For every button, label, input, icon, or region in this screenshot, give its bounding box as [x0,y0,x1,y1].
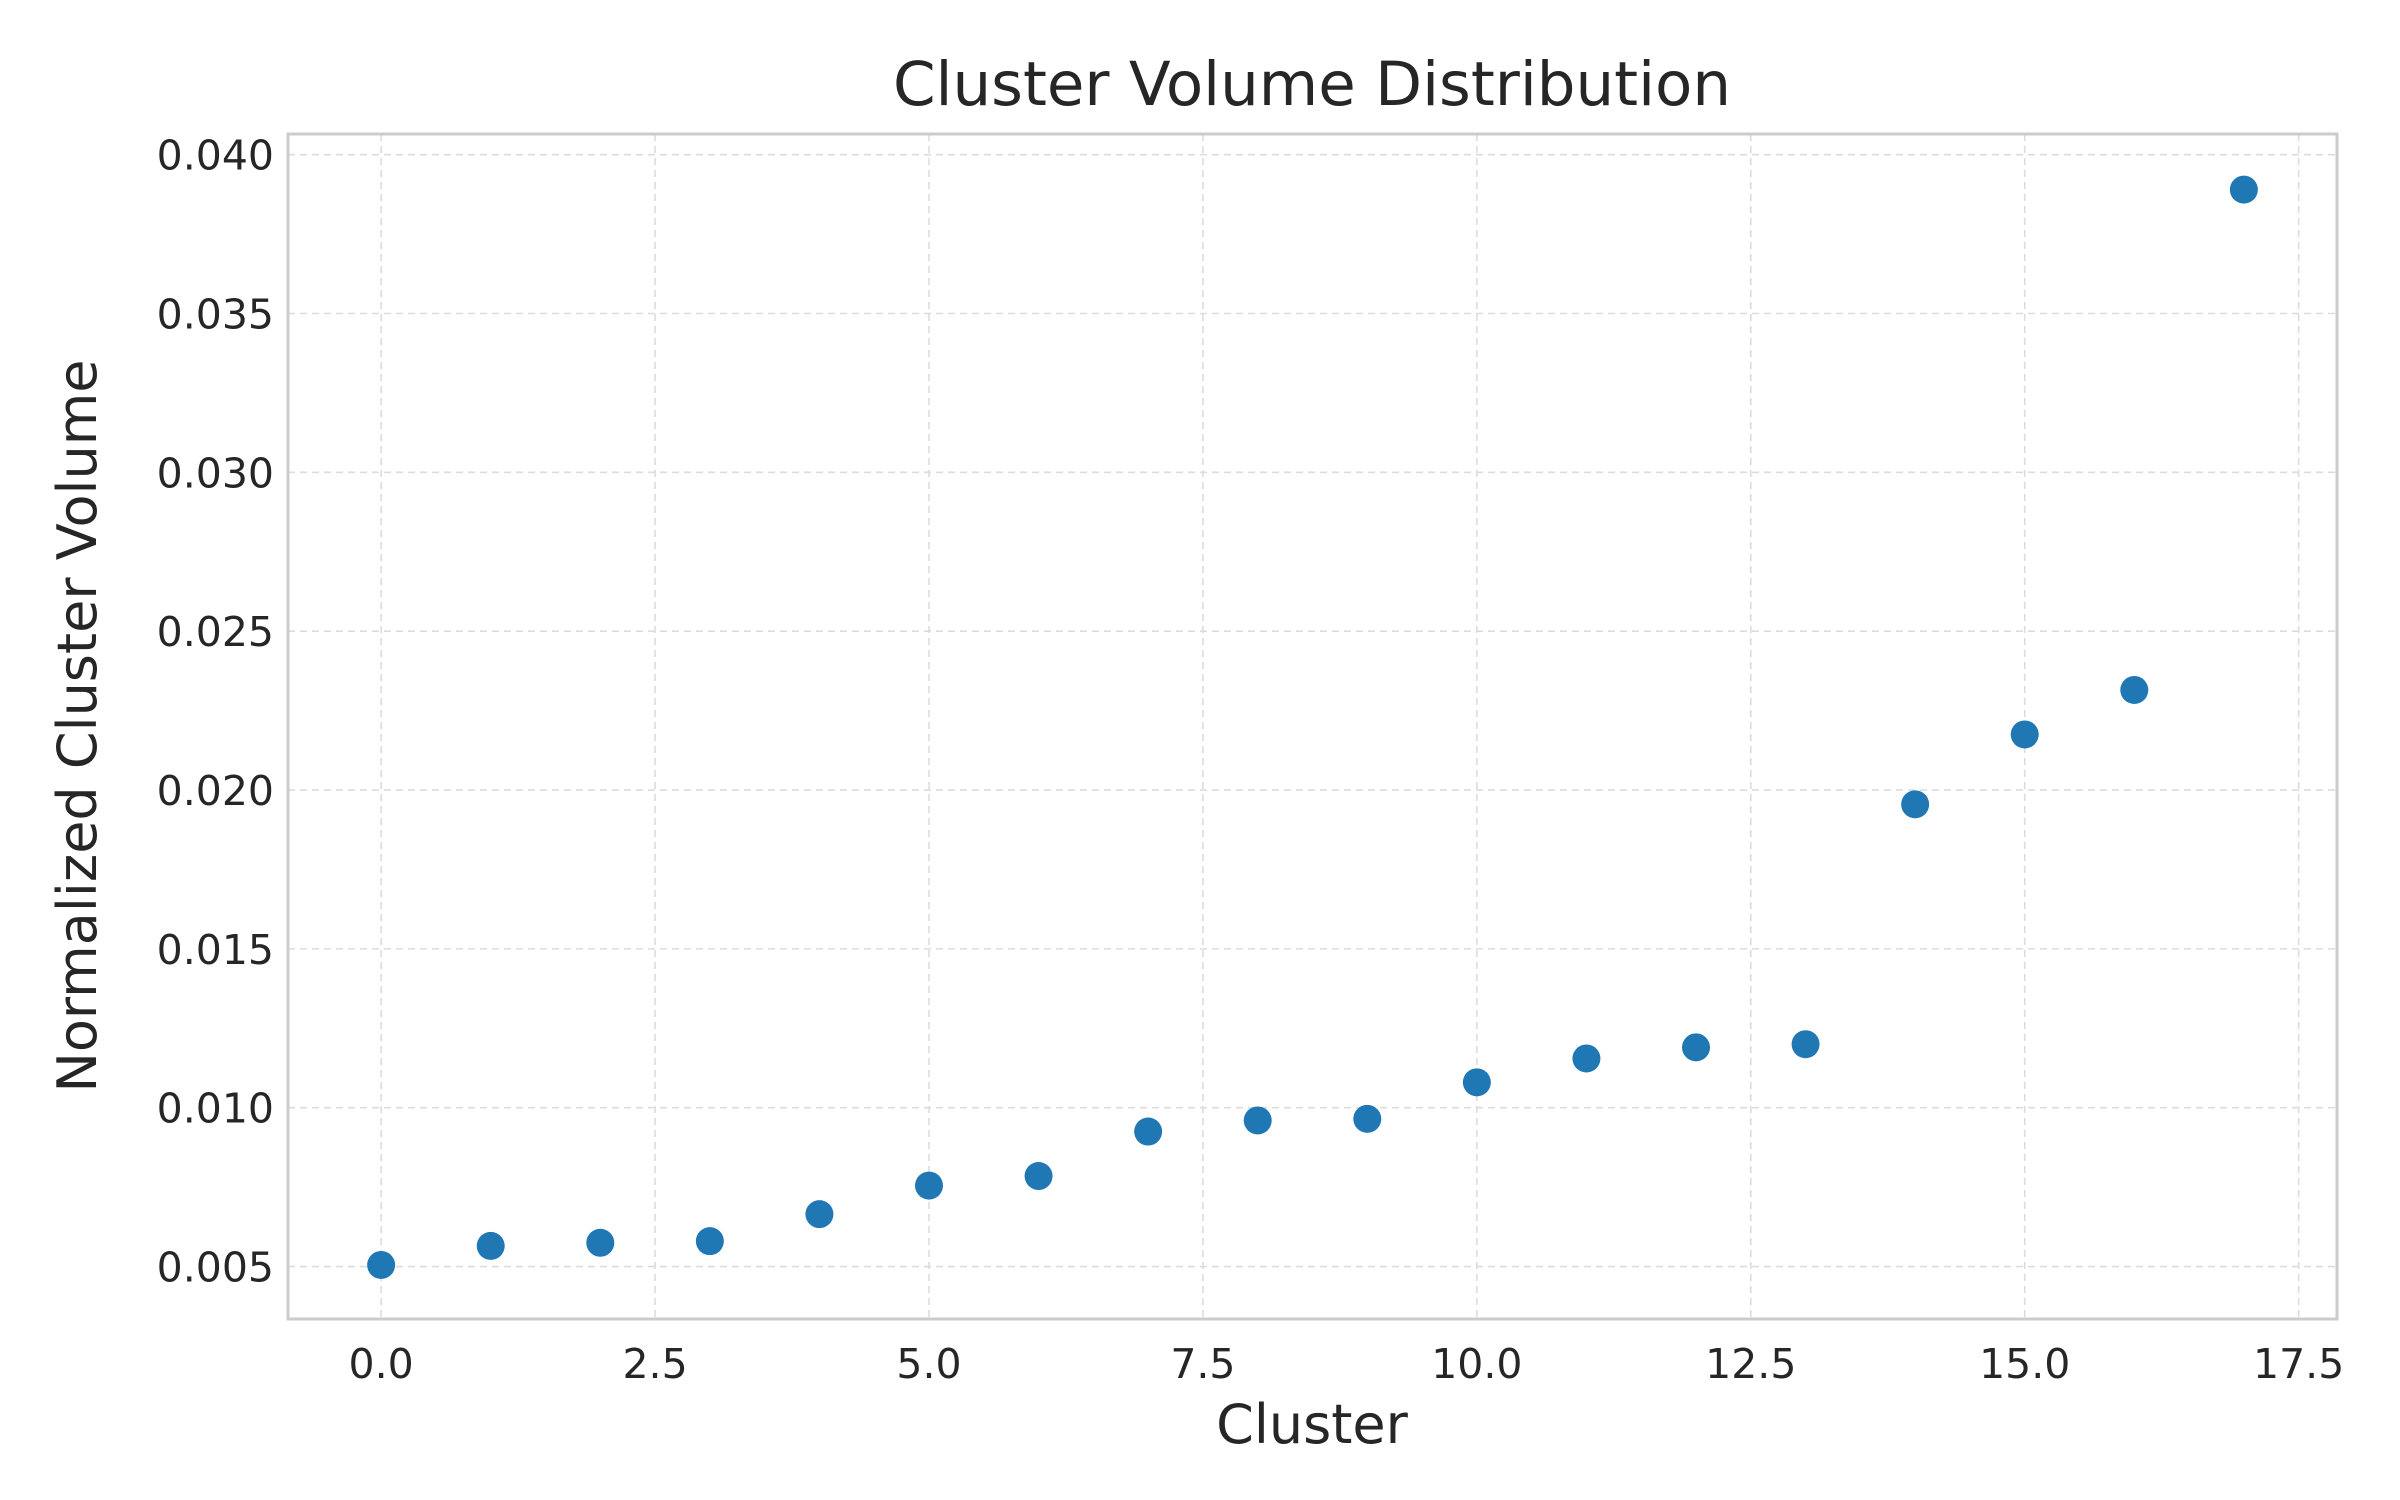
data-point [586,1228,615,1257]
x-tick-label: 2.5 [622,1340,687,1388]
y-tick-label: 0.015 [157,926,274,974]
data-point [1462,1068,1491,1097]
x-tick-label: 7.5 [1170,1340,1235,1388]
x-axis-ticks: 0.0 2.5 5.0 7.5 10.0 12.5 15.0 17.5 [349,1340,2345,1388]
y-tick-label: 0.025 [157,608,274,656]
x-tick-label: 15.0 [1979,1340,2070,1388]
y-tick-label: 0.005 [157,1244,274,1292]
data-point [2010,720,2039,749]
x-tick-label: 12.5 [1705,1340,1796,1388]
x-tick-label: 5.0 [896,1340,961,1388]
y-tick-label: 0.010 [157,1085,274,1133]
data-point [1134,1117,1163,1146]
chart-title: Cluster Volume Distribution [893,49,1731,120]
y-tick-label: 0.040 [157,132,274,180]
data-point [2120,675,2149,704]
data-point [1901,790,1930,819]
y-tick-label: 0.030 [157,449,274,497]
data-point [1353,1104,1382,1133]
x-axis-label: Cluster [1216,1393,1408,1456]
data-point [1024,1162,1053,1191]
data-point [695,1227,724,1256]
x-tick-label: 17.5 [2253,1340,2344,1388]
data-points [367,175,2258,1279]
data-point [1572,1044,1601,1073]
y-axis-label: Normalized Cluster Volume [46,359,109,1092]
data-point [805,1200,834,1229]
x-tick-label: 0.0 [349,1340,414,1388]
plot-frame [286,132,2339,1321]
data-point [1243,1106,1272,1135]
data-point [1682,1033,1711,1062]
data-point [367,1250,396,1279]
data-point [1791,1030,1820,1059]
y-tick-label: 0.035 [157,290,274,338]
x-tick-label: 10.0 [1431,1340,1522,1388]
data-point [476,1231,505,1260]
data-point [2229,175,2258,204]
y-tick-label: 0.020 [157,767,274,815]
data-point [914,1171,943,1200]
grid [288,134,2337,1319]
y-axis-ticks: 0.005 0.010 0.015 0.020 0.025 0.030 0.035 0.040 [157,132,274,1292]
